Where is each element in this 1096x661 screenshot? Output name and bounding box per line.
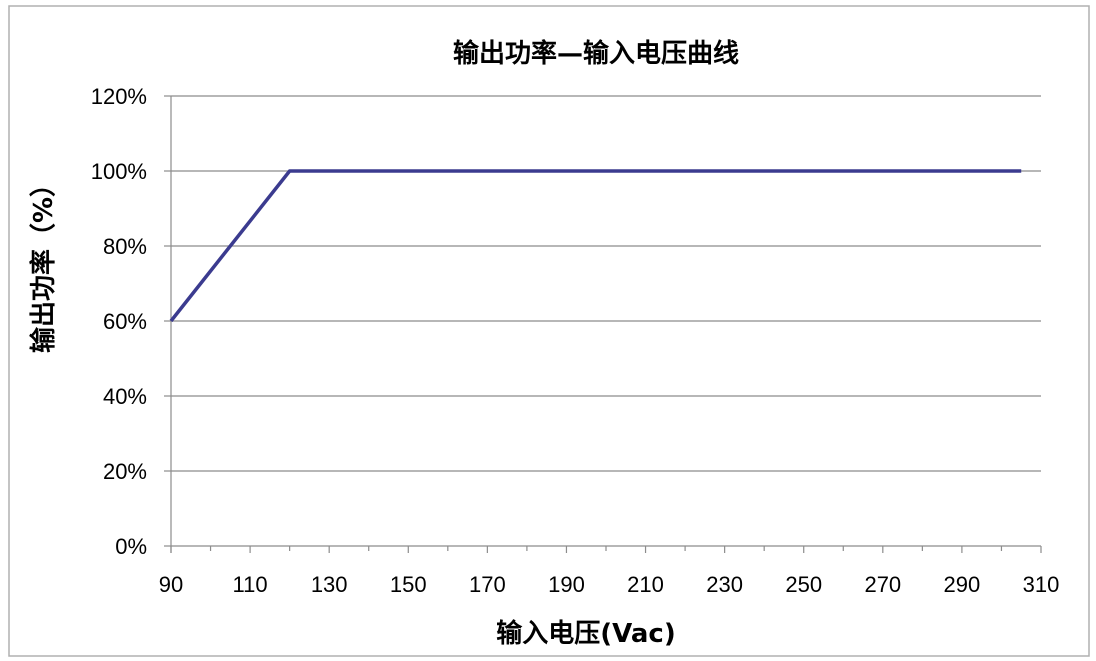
x-tick-labels: 90 110 130 150 170 190 210 230 250 270 290 310 <box>159 572 1060 597</box>
y-tick-label: 120% <box>91 84 147 109</box>
y-tick-label: 60% <box>103 309 147 334</box>
y-tick-labels: 0% 20% 40% 60% 80% 100% 120% <box>91 84 147 559</box>
y-tick-label: 0% <box>115 534 147 559</box>
y-tick-label: 40% <box>103 384 147 409</box>
axes <box>164 95 1042 553</box>
x-axis-label: 输入电压(Vac) <box>496 618 675 649</box>
series-layer <box>169 169 1022 323</box>
y-axis-label: 输出功率（%） <box>28 171 59 353</box>
x-tick-label: 270 <box>864 572 901 597</box>
y-tick-label: 20% <box>103 459 147 484</box>
x-tick-label: 230 <box>706 572 743 597</box>
y-tick-label: 80% <box>103 234 147 259</box>
x-tick-label: 110 <box>233 572 268 597</box>
x-tick-label: 150 <box>390 572 427 597</box>
x-tick-label: 170 <box>469 572 506 597</box>
x-tick-label: 290 <box>944 572 981 597</box>
x-tick-label: 210 <box>627 572 664 597</box>
y-tick-label: 100% <box>91 159 147 184</box>
x-tick-label: 190 <box>548 572 585 597</box>
x-tick-label: 250 <box>785 572 822 597</box>
series-line-0 <box>169 169 1022 323</box>
x-tick-label: 310 <box>1023 572 1060 597</box>
x-tick-label: 130 <box>311 572 348 597</box>
chart-title: 输出功率—输入电压曲线 <box>453 38 739 69</box>
chart-border <box>8 5 1090 657</box>
x-tick-label: 90 <box>159 572 183 597</box>
